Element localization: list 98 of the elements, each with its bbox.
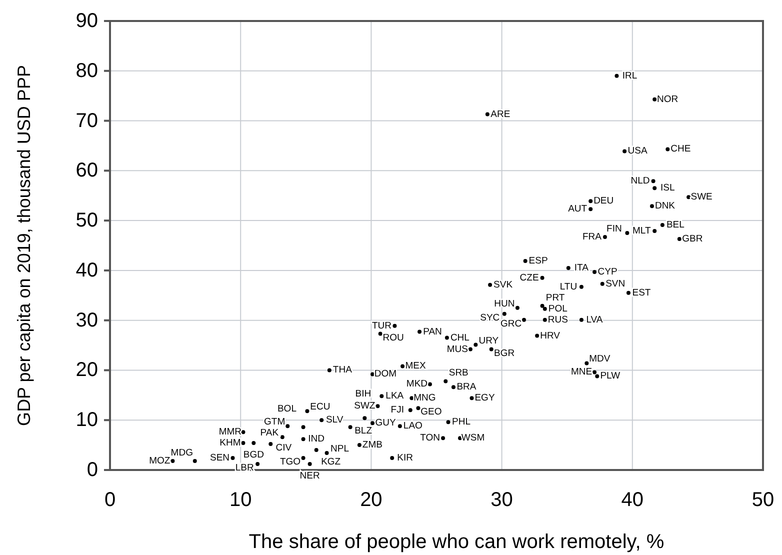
- y-tick-label: 60: [76, 160, 98, 182]
- y-tick-label: 20: [76, 359, 98, 382]
- data-label: HUN: [494, 298, 515, 310]
- data-label: PHL: [452, 416, 470, 428]
- data-label: ZMB: [362, 440, 382, 451]
- data-label: CYP: [598, 266, 618, 278]
- data-label: USA: [628, 146, 648, 157]
- data-label: POL: [548, 303, 568, 314]
- y-tick-label: 70: [76, 110, 98, 132]
- x-tick-label: 10: [229, 489, 252, 511]
- data-label: TGO: [280, 456, 301, 468]
- data-label: GBR: [682, 234, 703, 245]
- data-label: PRT: [546, 292, 565, 304]
- data-label: AUT: [568, 204, 588, 215]
- data-label: HRV: [540, 330, 561, 342]
- data-label: FIN: [606, 224, 622, 235]
- y-tick-label: 0: [86, 459, 98, 481]
- data-label: CIV: [276, 442, 292, 454]
- data-label: LVA: [586, 314, 604, 326]
- data-label: THA: [332, 364, 353, 376]
- data-label: PAN: [423, 326, 442, 338]
- data-label: BRA: [456, 382, 477, 393]
- data-label: TON: [420, 432, 440, 444]
- data-label: GTM: [264, 416, 286, 428]
- data-label: NLD: [630, 176, 650, 187]
- data-label: SWE: [690, 192, 712, 203]
- data-label: BIH: [355, 388, 372, 400]
- data-label: LKA: [386, 390, 404, 402]
- data-label: CZE: [520, 272, 539, 284]
- data-label: ARE: [490, 108, 510, 120]
- data-label: BGR: [494, 348, 515, 359]
- data-label: NER: [300, 470, 320, 482]
- data-label: MKD: [406, 378, 428, 390]
- data-label: PAK: [260, 428, 280, 439]
- y-tick-label: 90: [76, 10, 98, 32]
- x-tick-label: 50: [752, 489, 774, 511]
- y-tick-label: 10: [76, 409, 98, 432]
- data-label: TUR: [372, 320, 392, 332]
- x-tick-label: 40: [621, 489, 644, 511]
- data-label: KHM: [220, 438, 241, 449]
- data-label: SRB: [448, 368, 468, 379]
- data-label: BOL: [277, 404, 296, 415]
- data-label: MMR: [218, 426, 242, 438]
- data-label: MNG: [414, 392, 436, 404]
- data-label: SLV: [326, 414, 344, 426]
- data-label: WSM: [461, 432, 485, 444]
- data-label: GRC: [500, 318, 522, 330]
- data-label: LAO: [403, 420, 422, 432]
- data-label: MUS: [446, 344, 468, 355]
- data-label: MDV: [589, 354, 611, 365]
- y-tick-label: 30: [76, 309, 98, 332]
- data-label: ROU: [382, 332, 404, 344]
- y-tick-label: 40: [76, 259, 98, 282]
- data-label: SWZ: [354, 400, 376, 412]
- data-label: IND: [308, 434, 325, 445]
- data-label: LTU: [560, 281, 578, 292]
- x-axis-title: The share of people who can work remotely, %: [248, 531, 664, 553]
- data-label: MEX: [405, 360, 426, 372]
- data-label: GEO: [420, 406, 442, 418]
- data-label: IRL: [622, 70, 638, 82]
- data-label: FRA: [582, 232, 602, 243]
- data-label: DEU: [594, 196, 614, 207]
- data-label: BEL: [666, 220, 684, 231]
- data-label: CHE: [670, 144, 691, 155]
- y-tick-label: 50: [76, 210, 98, 232]
- data-label: KGZ: [321, 456, 341, 468]
- data-label: RUS: [548, 314, 568, 326]
- data-label: PLW: [600, 370, 620, 382]
- y-axis-title: GDP per capita on 2019, thousand USD PPP: [14, 65, 34, 426]
- data-label: GUY: [375, 418, 396, 429]
- data-label: MDG: [170, 448, 193, 459]
- data-label: SEN: [210, 452, 230, 464]
- data-label: NOR: [657, 94, 678, 105]
- data-label: ITA: [574, 262, 590, 274]
- data-label: DOM: [374, 368, 397, 380]
- data-label: MLT: [632, 226, 651, 237]
- data-label: URY: [478, 335, 500, 346]
- data-label: ISL: [660, 182, 675, 194]
- data-label: KIR: [397, 452, 414, 464]
- data-label: FJI: [390, 404, 404, 416]
- data-label: NPL: [330, 444, 350, 455]
- data-label: MOZ: [149, 456, 170, 467]
- data-label: BLZ: [354, 426, 372, 437]
- data-label: CHL: [450, 332, 470, 344]
- data-label: SVN: [606, 278, 626, 290]
- data-label: ECU: [310, 402, 330, 413]
- x-tick-label: 0: [104, 489, 116, 511]
- data-label: EGY: [474, 392, 496, 404]
- data-label: EST: [632, 287, 651, 298]
- data-label: SYC: [480, 312, 500, 324]
- data-label: DNK: [654, 200, 676, 212]
- data-label: MNE: [570, 366, 592, 378]
- y-tick-label: 80: [76, 60, 98, 82]
- x-tick-label: 20: [360, 489, 382, 511]
- data-label: ESP: [528, 255, 548, 266]
- data-label: SVK: [494, 279, 514, 290]
- data-label: BGD: [243, 450, 264, 461]
- x-tick-label: 30: [490, 489, 513, 511]
